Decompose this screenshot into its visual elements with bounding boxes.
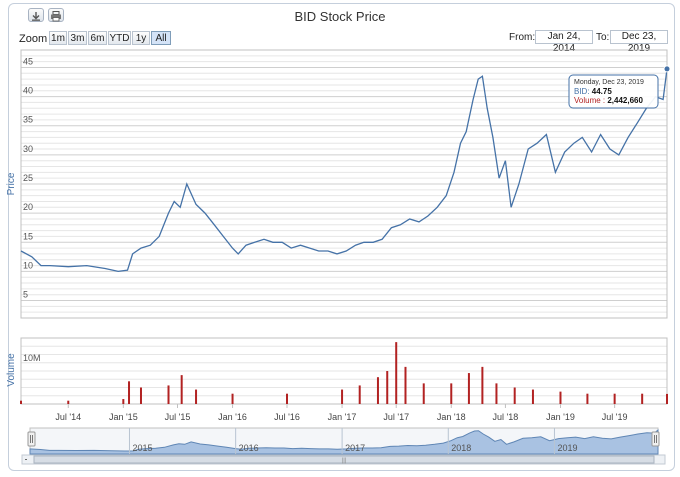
tooltip-date: Monday, Dec 23, 2019 [574, 79, 644, 86]
tooltip-series-value: 44.75 [592, 87, 613, 96]
volume-bar [404, 366, 407, 404]
volume-tick-label: 10M [23, 353, 41, 363]
zoom-button-6m[interactable]: 6m [88, 31, 107, 45]
range-from-label: From: [509, 32, 536, 43]
x-tick-label: Jul '17 [383, 412, 409, 422]
download-icon [32, 12, 40, 21]
price-tick-label: 45 [23, 56, 33, 66]
volume-bar [358, 385, 361, 404]
volume-bar [376, 377, 379, 404]
price-gridlines [20, 49, 668, 319]
price-series [20, 65, 671, 273]
export-button[interactable] [28, 8, 44, 22]
price-tick-label: 30 [23, 144, 33, 154]
zoom-button-3m[interactable]: 3m [68, 31, 87, 45]
zoom-label: Zoom [19, 33, 48, 45]
navigator-left-handle[interactable] [27, 431, 36, 447]
scrollbar-thumb [33, 455, 655, 464]
volume-bar [450, 383, 453, 404]
x-tick-label: Jul '18 [493, 412, 519, 422]
print-icon [51, 11, 61, 22]
volume-bar [286, 393, 288, 404]
volume-bar [513, 387, 516, 404]
print-button[interactable] [48, 8, 64, 22]
x-tick-label: Jan '15 [109, 412, 138, 422]
volume-gridlines [20, 337, 668, 405]
range-to-label: To: [596, 32, 610, 43]
volume-bar [139, 387, 142, 404]
navigator-year-label: 2016 [239, 443, 259, 453]
tooltip-box [568, 74, 659, 109]
navigator-year-label: 2015 [132, 443, 152, 453]
volume-bar [531, 389, 534, 404]
x-tick-label: Jan '16 [218, 412, 247, 422]
volume-axis-title: Volume [6, 353, 17, 387]
price-tick-label: 25 [23, 173, 33, 183]
x-tick-label: Jan '17 [328, 412, 357, 422]
volume-plot-border [20, 337, 668, 405]
x-axis: Jul '14 Jan '15 Jul '15 Jan '16 Jul '16 Jan '… [55, 404, 628, 422]
tooltip-volume-value: 2,442,660 [607, 96, 643, 105]
chart-title: BID Stock Price [294, 9, 386, 24]
volume-bar [20, 400, 22, 404]
volume-bar [341, 389, 344, 404]
volume-bar [122, 399, 125, 404]
x-tick-label: Jul '19 [602, 412, 628, 422]
price-plot-border [20, 49, 668, 319]
volume-bar [641, 393, 644, 404]
volume-bar [666, 393, 668, 404]
volume-bar [128, 381, 131, 404]
zoom-button-1y[interactable]: 1y [132, 31, 150, 45]
volume-bar [613, 393, 616, 404]
volume-axis: 10M Volume [6, 353, 41, 387]
volume-series [20, 342, 668, 404]
volume-bar [180, 375, 183, 404]
navigator-year-label: 2018 [451, 443, 471, 453]
x-tick-label: Jul '16 [274, 412, 300, 422]
volume-bar [586, 393, 589, 404]
volume-bar [67, 400, 70, 404]
zoom-button-1m[interactable]: 1m [49, 31, 67, 45]
volume-bar [467, 373, 470, 404]
navigator[interactable]: 2015 2016 2017 2018 2019 ||| [21, 427, 666, 465]
price-tick-label: 40 [23, 86, 33, 96]
volume-bar [195, 389, 198, 404]
price-tick-label: 5 [23, 290, 28, 300]
tooltip-price-row: BID: 44.75 [574, 87, 612, 96]
x-tick-label: Jul '15 [165, 412, 191, 422]
tooltip-series-label: BID: [574, 87, 592, 96]
price-tick-label: 10 [23, 260, 33, 270]
navigator-year-label: 2017 [345, 443, 365, 453]
volume-bar [559, 391, 562, 404]
price-tick-label: 20 [23, 202, 33, 212]
price-line [20, 68, 668, 273]
navigator-right-handle[interactable] [651, 431, 660, 447]
price-tick-label: 15 [23, 231, 33, 241]
x-tick-label: Jan '19 [546, 412, 575, 422]
navigator-year-label: 2019 [557, 443, 577, 453]
price-tick-label: 35 [23, 115, 33, 125]
zoom-button-ytd[interactable]: YTD [108, 31, 131, 45]
volume-bar [386, 371, 389, 404]
x-tick-label: Jan '18 [437, 412, 466, 422]
range-from-input[interactable]: Jan 24, 2014 [535, 30, 593, 54]
volume-bar [481, 366, 484, 404]
price-axis-title: Price [6, 172, 17, 195]
volume-bar [422, 383, 425, 404]
volume-bar [395, 342, 398, 404]
tooltip-volume-row: Volume : 2,442,660 [574, 96, 644, 105]
tooltip-volume-label: Volume : [574, 96, 607, 105]
scrollbar-grip-icon: ||| [342, 458, 347, 464]
volume-bar [495, 383, 498, 404]
hover-marker [663, 65, 671, 73]
navigator-area [29, 428, 659, 455]
price-axis: 5 10 15 20 25 30 35 40 45 Price [6, 56, 33, 299]
volume-bar [167, 385, 170, 404]
x-tick-label: Jul '14 [55, 412, 81, 422]
zoom-button-all[interactable]: All [151, 31, 171, 45]
volume-bar [231, 393, 234, 404]
range-to-input[interactable]: Dec 23, 2019 [610, 30, 668, 54]
